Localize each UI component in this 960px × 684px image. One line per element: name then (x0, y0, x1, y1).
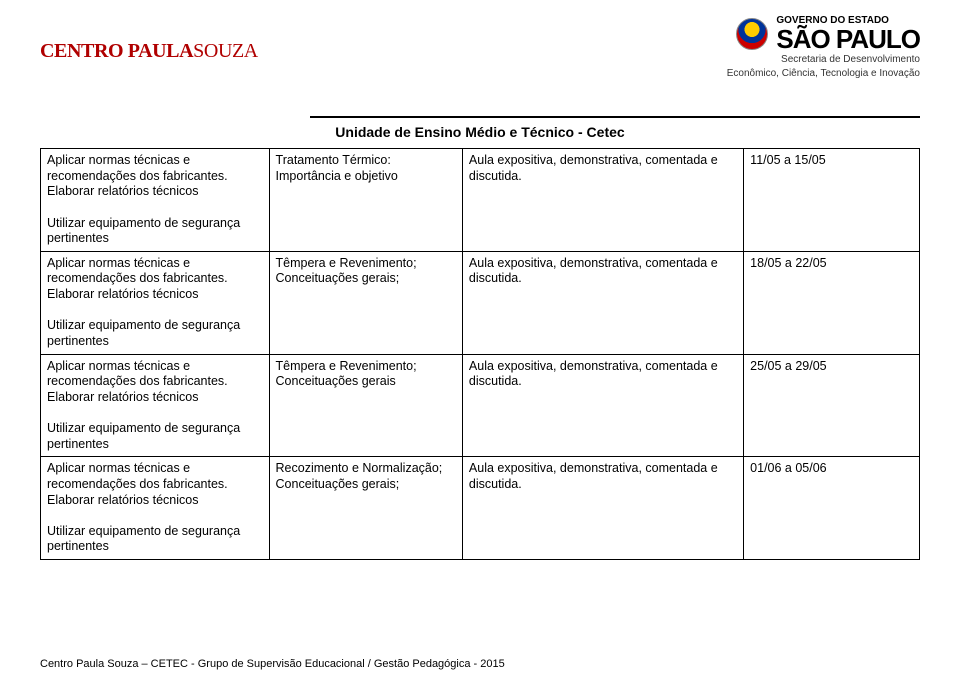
plan-table: Aplicar normas técnicas e recomendações … (40, 148, 920, 560)
cell-method: Aula expositiva, demonstrativa, comentad… (462, 149, 743, 252)
cell-method: Aula expositiva, demonstrativa, comentad… (462, 457, 743, 560)
cell-method: Aula expositiva, demonstrativa, comentad… (462, 251, 743, 354)
table-row: Aplicar normas técnicas e recomendações … (41, 457, 920, 560)
method-text: Aula expositiva, demonstrativa, comentad… (469, 461, 718, 491)
content-text: Têmpera e Revenimento; Conceituações ger… (276, 359, 417, 389)
cell-content: Têmpera e Revenimento; Conceituações ger… (269, 251, 462, 354)
plan-tbody: Aplicar normas técnicas e recomendações … (41, 149, 920, 560)
objectives-text: Aplicar normas técnicas e recomendações … (47, 461, 240, 553)
cell-date: 25/05 a 29/05 (744, 354, 920, 457)
coat-of-arms-icon (736, 18, 768, 50)
header-divider (310, 116, 920, 118)
objectives-text: Aplicar normas técnicas e recomendações … (47, 359, 240, 451)
page: CENTRO PAULA SOUZA GOVERNO DO ESTADO SÃO… (0, 0, 960, 684)
cell-content: Têmpera e Revenimento; Conceituações ger… (269, 354, 462, 457)
date-range: 11/05 a 15/05 (750, 153, 826, 167)
gov-sub-2: Econômico, Ciência, Tecnologia e Inovaçã… (727, 68, 920, 80)
gov-sub-1: Secretaria de Desenvolvimento (781, 54, 920, 66)
cell-method: Aula expositiva, demonstrativa, comentad… (462, 354, 743, 457)
cell-objectives: Aplicar normas técnicas e recomendações … (41, 251, 270, 354)
method-text: Aula expositiva, demonstrativa, comentad… (469, 359, 718, 389)
gov-text: GOVERNO DO ESTADO SÃO PAULO (776, 16, 920, 52)
cell-content: Recozimento e Normalização; Conceituaçõe… (269, 457, 462, 560)
cell-date: 18/05 a 22/05 (744, 251, 920, 354)
objectives-text: Aplicar normas técnicas e recomendações … (47, 256, 240, 348)
page-footer: Centro Paula Souza – CETEC - Grupo de Su… (40, 658, 505, 670)
logo-centro-paula-souza: CENTRO PAULA SOUZA (40, 16, 258, 86)
cell-objectives: Aplicar normas técnicas e recomendações … (41, 149, 270, 252)
logo-text-light: SOUZA (193, 40, 258, 63)
date-range: 18/05 a 22/05 (750, 256, 826, 270)
unit-title: Unidade de Ensino Médio e Técnico - Cete… (40, 124, 920, 140)
table-row: Aplicar normas técnicas e recomendações … (41, 251, 920, 354)
date-range: 01/06 a 05/06 (750, 461, 826, 475)
cell-date: 01/06 a 05/06 (744, 457, 920, 560)
content-text: Têmpera e Revenimento; Conceituações ger… (276, 256, 417, 286)
cell-date: 11/05 a 15/05 (744, 149, 920, 252)
date-range: 25/05 a 29/05 (750, 359, 826, 373)
objectives-text: Aplicar normas técnicas e recomendações … (47, 153, 240, 245)
content-text: Recozimento e Normalização; Conceituaçõe… (276, 461, 443, 491)
cell-content: Tratamento Térmico: Importância e objeti… (269, 149, 462, 252)
table-row: Aplicar normas técnicas e recomendações … (41, 149, 920, 252)
method-text: Aula expositiva, demonstrativa, comentad… (469, 153, 718, 183)
logo-text-bold: CENTRO PAULA (40, 40, 193, 63)
page-header: CENTRO PAULA SOUZA GOVERNO DO ESTADO SÃO… (40, 16, 920, 112)
cell-objectives: Aplicar normas técnicas e recomendações … (41, 354, 270, 457)
cell-objectives: Aplicar normas técnicas e recomendações … (41, 457, 270, 560)
table-row: Aplicar normas técnicas e recomendações … (41, 354, 920, 457)
method-text: Aula expositiva, demonstrativa, comentad… (469, 256, 718, 286)
gov-sp-label: SÃO PAULO (776, 26, 920, 52)
content-text: Tratamento Térmico: Importância e objeti… (276, 153, 398, 183)
gov-sp-block: GOVERNO DO ESTADO SÃO PAULO Secretaria d… (727, 16, 920, 80)
gov-top-row: GOVERNO DO ESTADO SÃO PAULO (736, 16, 920, 52)
